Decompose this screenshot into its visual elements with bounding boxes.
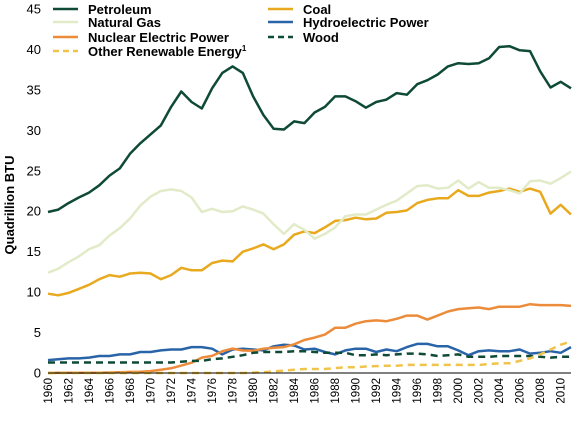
x-tick-label: 2002: [474, 378, 486, 404]
legend-label-text: Other Renewable Energy: [88, 44, 243, 59]
x-tick-label: 1974: [187, 377, 199, 403]
x-tick-label: 1996: [412, 378, 424, 404]
x-tick-label: 2010: [556, 378, 568, 404]
legend-label-text: Petroleum: [88, 2, 152, 17]
legend-label-text: Wood: [303, 30, 339, 45]
x-tick-label: 2000: [453, 378, 465, 404]
legend-label-text: Hydroelectric Power: [303, 15, 429, 30]
x-tick-label: 1998: [433, 378, 445, 404]
legend-footnote-marker: 1: [242, 44, 247, 53]
y-tick-label: 45: [27, 2, 41, 17]
x-tick-label: 2008: [535, 378, 547, 404]
y-axis-title: Quadrillion BTU: [2, 156, 17, 255]
x-tick-label: 1972: [166, 378, 178, 404]
y-tick-label: 0: [34, 366, 41, 381]
y-tick-label: 40: [27, 42, 41, 57]
x-tick-label: 1976: [207, 378, 219, 404]
legend-label: Coal: [303, 2, 331, 17]
y-tick-labels: 0 5 10 15 20 25 30 35 40 45: [27, 2, 41, 381]
series-line-coal: [47, 187, 572, 297]
x-tick-labels: 1960 1962 1964 1966 1968 1970 1972 1974 1976 1978…: [43, 377, 568, 403]
x-tick-label: 1964: [84, 377, 96, 403]
x-tick-label: 2006: [515, 378, 527, 404]
x-tick-label: 1994: [392, 377, 404, 403]
x-tick-label: 1982: [269, 378, 281, 404]
series-line-hydroelectric-power: [47, 342, 572, 362]
x-tick-label: 1968: [125, 378, 137, 404]
x-tick-label: 1988: [330, 378, 342, 404]
x-tick-label: 2004: [494, 377, 506, 403]
x-tick-label: 1978: [228, 378, 240, 404]
y-tick-label: 15: [27, 244, 41, 259]
legend-label: Other Renewable Energy1: [88, 44, 247, 59]
x-tick-label: 1984: [289, 377, 301, 403]
legend-label-text: Natural Gas: [88, 15, 161, 30]
legend-label: Petroleum: [88, 2, 152, 17]
x-tick-label: 1970: [146, 378, 158, 404]
y-tick-label: 20: [27, 204, 41, 219]
legend-label: Natural Gas: [88, 15, 161, 30]
series-line-wood: [48, 349, 571, 364]
legend-label: Hydroelectric Power: [303, 15, 429, 30]
legend-label: Wood: [303, 30, 339, 45]
legend-label: Nuclear Electric Power: [88, 30, 229, 45]
x-tick-label: 1960: [43, 378, 55, 404]
legend: Petroleum Coal Natural Gas Hydroelectric Po…: [53, 2, 429, 59]
legend-label-text: Coal: [303, 2, 331, 17]
y-tick-label: 10: [27, 285, 41, 300]
x-tick-label: 1962: [64, 378, 76, 404]
series-line-petroleum: [47, 44, 572, 214]
y-tick-label: 25: [27, 163, 41, 178]
x-tick-label: 1992: [371, 378, 383, 404]
x-tick-label: 1980: [248, 378, 260, 404]
y-tick-label: 30: [27, 123, 41, 138]
x-tick-label: 1986: [310, 378, 322, 404]
series-lines: [47, 44, 572, 375]
legend-label-text: Nuclear Electric Power: [88, 30, 229, 45]
y-tick-label: 5: [34, 325, 41, 340]
x-tick-label: 1966: [105, 378, 117, 404]
y-tick-label: 35: [27, 82, 41, 97]
x-tick-label: 1990: [351, 378, 363, 404]
series-line-natural-gas: [47, 170, 572, 274]
